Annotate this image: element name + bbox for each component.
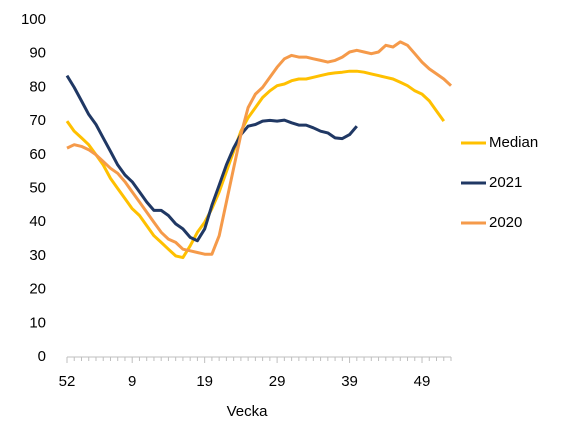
legend-label: 2020 (489, 214, 522, 231)
series-line (66, 40, 453, 256)
series-line (65, 74, 358, 243)
x-axis-title: Vecka (227, 403, 269, 420)
y-tick-label: 30 (29, 247, 46, 264)
y-tick-label: 40 (29, 213, 46, 230)
x-tick-label: 52 (59, 373, 76, 390)
legend-label: Median (489, 134, 538, 151)
x-tick-label: 9 (128, 373, 136, 390)
y-tick-label: 0 (38, 348, 46, 365)
y-tick-label: 70 (29, 112, 46, 129)
y-tick-label: 60 (29, 146, 46, 163)
y-tick-label: 100 (21, 11, 46, 28)
x-tick-label: 29 (269, 373, 286, 390)
x-tick-label: 19 (196, 373, 213, 390)
y-tick-label: 10 (29, 314, 46, 331)
y-tick-label: 20 (29, 281, 46, 298)
x-tick-label: 49 (414, 373, 431, 390)
series-line (65, 69, 446, 260)
y-tick-label: 80 (29, 78, 46, 95)
x-tick-label: 39 (341, 373, 358, 390)
y-tick-label: 50 (29, 179, 46, 196)
legend-label: 2021 (489, 174, 522, 191)
y-tick-label: 90 (29, 45, 46, 62)
